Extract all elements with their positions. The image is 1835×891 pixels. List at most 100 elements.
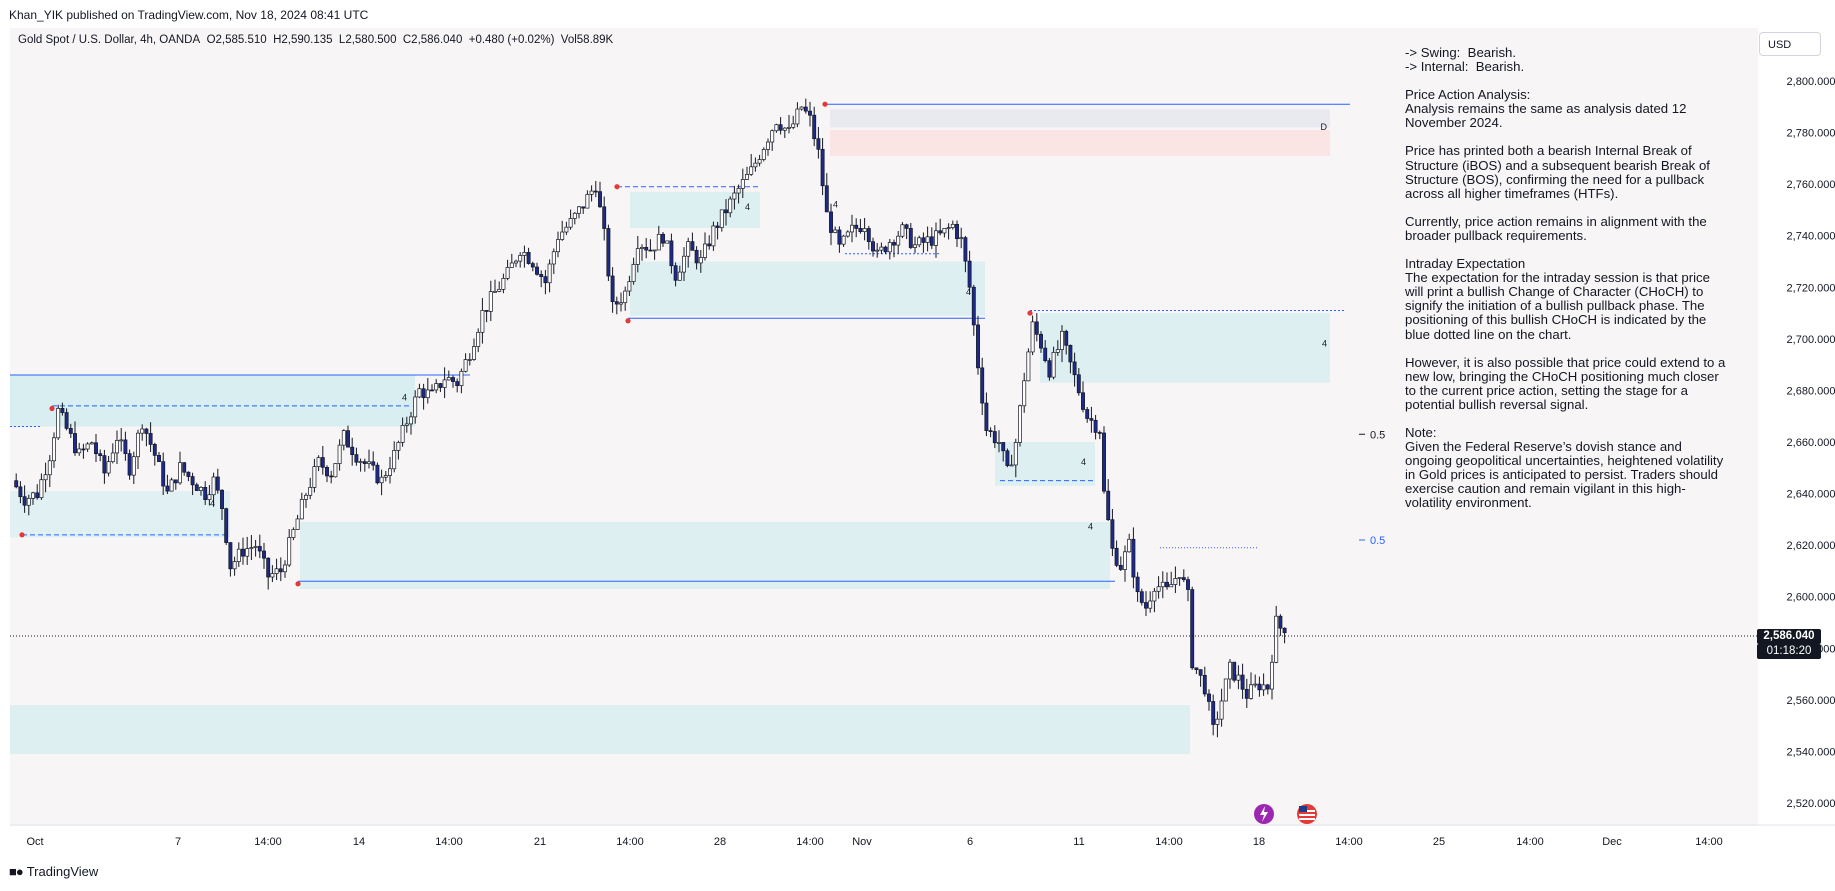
candle: [1236, 665, 1241, 690]
candle-body: [325, 466, 329, 477]
candle-body: [984, 402, 989, 431]
candle: [165, 474, 170, 495]
candle-body: [1261, 684, 1266, 691]
candle: [14, 473, 19, 489]
candle: [934, 222, 938, 258]
candle: [1026, 348, 1031, 382]
candle: [312, 458, 317, 493]
currency-button[interactable]: USD: [1759, 32, 1821, 56]
candle-body: [686, 241, 691, 257]
candle-body: [1093, 419, 1098, 433]
candle: [572, 211, 577, 225]
candle-body: [68, 428, 73, 434]
candle-body: [703, 243, 707, 258]
time-axis[interactable]: Oct 7 14:00 14 14:00 21 14:00 28 14:00 Nov 6 11 14:0…: [26, 836, 1722, 848]
candle-body: [270, 573, 275, 578]
candle: [1152, 587, 1157, 613]
lightning-icon[interactable]: [1254, 804, 1274, 824]
price-axis[interactable]: 2,800.000 2,780.000 2,760.000 2,740.000 2,72…: [1787, 76, 1835, 810]
candle-body: [724, 209, 728, 214]
candle: [455, 378, 460, 393]
candle: [871, 237, 875, 257]
candle: [413, 390, 418, 424]
swing-point: [614, 184, 620, 190]
candle: [484, 310, 489, 323]
candle: [984, 392, 989, 437]
zone-box: [830, 129, 1330, 156]
tradingview-logo[interactable]: ■● TradingView: [9, 864, 98, 879]
time-tick-label: 14: [353, 836, 365, 848]
candle-body: [644, 246, 649, 251]
candle-body: [262, 550, 266, 559]
candle: [236, 542, 241, 567]
zone-box: [10, 374, 415, 427]
candle-body: [341, 430, 346, 446]
candle-body: [228, 542, 233, 570]
candle: [942, 227, 947, 238]
candle: [707, 235, 712, 250]
zone-label: 4: [966, 287, 971, 297]
candle-body: [94, 442, 98, 455]
candle: [900, 221, 905, 239]
candle: [228, 542, 233, 577]
candle-body: [241, 548, 245, 557]
candle-body: [875, 249, 880, 252]
candle: [1202, 666, 1207, 697]
candle: [131, 451, 136, 484]
candle: [115, 430, 119, 465]
candle-body: [656, 233, 661, 251]
candle-body: [614, 301, 619, 305]
candle-body: [892, 242, 896, 246]
candle-body: [64, 412, 69, 429]
candle: [1215, 711, 1220, 738]
candle-body: [438, 383, 443, 388]
candle: [971, 284, 976, 336]
candle-body: [131, 456, 136, 476]
candle-body: [77, 448, 82, 454]
candle-body: [1123, 551, 1127, 570]
candle: [648, 239, 653, 252]
candle-body: [245, 548, 250, 557]
candle: [627, 275, 632, 296]
candle: [1013, 438, 1018, 478]
candle: [266, 557, 271, 590]
candle: [938, 218, 943, 236]
candle: [963, 235, 968, 273]
candle-body: [950, 223, 955, 228]
candle-body: [514, 260, 518, 264]
candle-body: [182, 462, 187, 473]
candle: [358, 458, 363, 472]
candle: [791, 115, 796, 130]
candle: [644, 238, 649, 259]
candle-body: [526, 252, 531, 264]
candle-body: [1240, 674, 1245, 690]
candle: [77, 442, 82, 456]
candle-body: [1043, 347, 1048, 362]
pa-text-3: Currently, price action remains in align…: [1405, 213, 1711, 243]
time-tick-label: Dec: [1602, 836, 1622, 848]
candle: [631, 257, 636, 285]
candle-body: [291, 529, 296, 538]
candle-body: [190, 476, 195, 486]
candle: [350, 437, 355, 466]
analysis-text-panel: -> Swing: Bearish. -> Internal: Bearish.…: [1405, 45, 1730, 511]
candle: [304, 492, 308, 508]
us-flag-icon[interactable]: [1297, 804, 1317, 824]
candle-body: [203, 487, 208, 500]
candle-body: [161, 461, 166, 487]
candle-body: [934, 230, 938, 246]
candle-body: [1139, 591, 1144, 603]
candle-body: [1097, 432, 1102, 434]
candle: [207, 484, 212, 506]
candle: [1165, 572, 1169, 590]
candle: [140, 424, 145, 441]
candle: [929, 227, 934, 249]
candle: [551, 248, 556, 275]
candle-body: [39, 479, 44, 499]
candle-body: [585, 194, 590, 209]
time-tick-label: 18: [1253, 836, 1265, 848]
candle-body: [178, 462, 182, 484]
candle-body: [1169, 584, 1174, 588]
candle-body: [1202, 674, 1207, 695]
